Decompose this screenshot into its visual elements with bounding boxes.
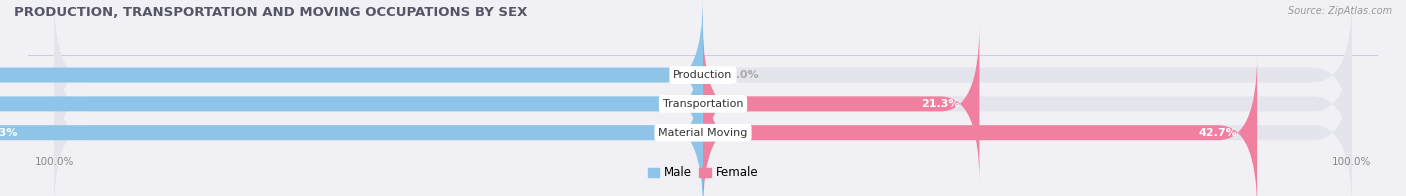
Text: Transportation: Transportation bbox=[662, 99, 744, 109]
FancyBboxPatch shape bbox=[0, 54, 703, 196]
Text: 57.3%: 57.3% bbox=[0, 128, 17, 138]
FancyBboxPatch shape bbox=[703, 54, 1257, 196]
Legend: Male, Female: Male, Female bbox=[643, 162, 763, 184]
FancyBboxPatch shape bbox=[0, 0, 703, 154]
Text: 42.7%: 42.7% bbox=[1199, 128, 1237, 138]
Text: PRODUCTION, TRANSPORTATION AND MOVING OCCUPATIONS BY SEX: PRODUCTION, TRANSPORTATION AND MOVING OC… bbox=[14, 6, 527, 19]
FancyBboxPatch shape bbox=[703, 25, 980, 183]
Text: Source: ZipAtlas.com: Source: ZipAtlas.com bbox=[1288, 6, 1392, 16]
FancyBboxPatch shape bbox=[53, 0, 1353, 154]
Text: Material Moving: Material Moving bbox=[658, 128, 748, 138]
FancyBboxPatch shape bbox=[53, 25, 1353, 183]
Text: 21.3%: 21.3% bbox=[921, 99, 960, 109]
Text: 0.0%: 0.0% bbox=[728, 70, 759, 80]
Text: Production: Production bbox=[673, 70, 733, 80]
FancyBboxPatch shape bbox=[53, 54, 1353, 196]
FancyBboxPatch shape bbox=[0, 25, 703, 183]
